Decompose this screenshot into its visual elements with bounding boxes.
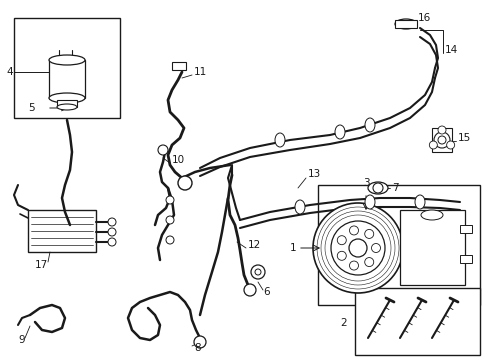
Text: 5: 5 [28, 103, 35, 113]
Text: 3: 3 [362, 178, 368, 188]
Bar [317, 185, 479, 305]
Ellipse shape [414, 195, 424, 209]
Bar [354, 288, 479, 355]
Circle shape [337, 236, 346, 245]
Circle shape [165, 196, 174, 204]
Circle shape [194, 336, 205, 348]
Bar [49, 60, 85, 98]
Circle shape [364, 257, 373, 266]
Text: 7: 7 [391, 183, 398, 193]
Text: 2: 2 [340, 318, 346, 328]
Circle shape [437, 136, 445, 144]
Bar [459, 225, 471, 233]
Bar [459, 255, 471, 263]
Ellipse shape [420, 210, 442, 220]
Circle shape [349, 261, 358, 270]
Circle shape [158, 145, 168, 155]
Text: 17: 17 [35, 260, 48, 270]
Circle shape [178, 176, 192, 190]
Text: 4: 4 [6, 67, 13, 77]
Circle shape [364, 229, 373, 238]
Circle shape [108, 218, 116, 226]
Text: 12: 12 [247, 240, 261, 250]
Circle shape [433, 132, 449, 148]
Bar [394, 20, 416, 28]
Text: 6: 6 [263, 287, 269, 297]
Circle shape [254, 269, 261, 275]
Circle shape [108, 228, 116, 236]
Circle shape [348, 239, 366, 257]
Circle shape [446, 141, 454, 149]
Text: 15: 15 [457, 133, 470, 143]
Bar [431, 128, 451, 152]
Ellipse shape [49, 93, 85, 103]
Circle shape [250, 265, 264, 279]
Text: 1: 1 [289, 243, 295, 253]
Text: 14: 14 [444, 45, 457, 55]
Circle shape [244, 284, 256, 296]
Circle shape [108, 238, 116, 246]
Ellipse shape [57, 104, 77, 110]
Ellipse shape [364, 118, 374, 132]
Circle shape [337, 251, 346, 260]
Circle shape [372, 183, 382, 193]
Text: 8: 8 [194, 343, 200, 353]
Bar [28, 210, 96, 252]
Ellipse shape [364, 195, 374, 209]
Ellipse shape [49, 55, 85, 65]
Circle shape [428, 141, 436, 149]
Ellipse shape [394, 19, 416, 29]
Circle shape [312, 203, 402, 293]
Circle shape [330, 221, 384, 275]
Ellipse shape [334, 125, 345, 139]
Circle shape [349, 226, 358, 235]
Ellipse shape [294, 200, 305, 214]
Bar [57, 100, 77, 107]
Circle shape [437, 126, 445, 134]
Bar [399, 210, 464, 285]
Bar [14, 18, 120, 118]
Bar [172, 62, 185, 70]
Text: 13: 13 [307, 169, 321, 179]
Text: 11: 11 [194, 67, 207, 77]
Text: 16: 16 [417, 13, 430, 23]
Circle shape [165, 216, 174, 224]
Text: 10: 10 [172, 155, 185, 165]
Circle shape [165, 236, 174, 244]
Ellipse shape [274, 133, 285, 147]
Text: 9: 9 [18, 335, 24, 345]
Circle shape [371, 243, 380, 252]
Ellipse shape [367, 182, 387, 194]
